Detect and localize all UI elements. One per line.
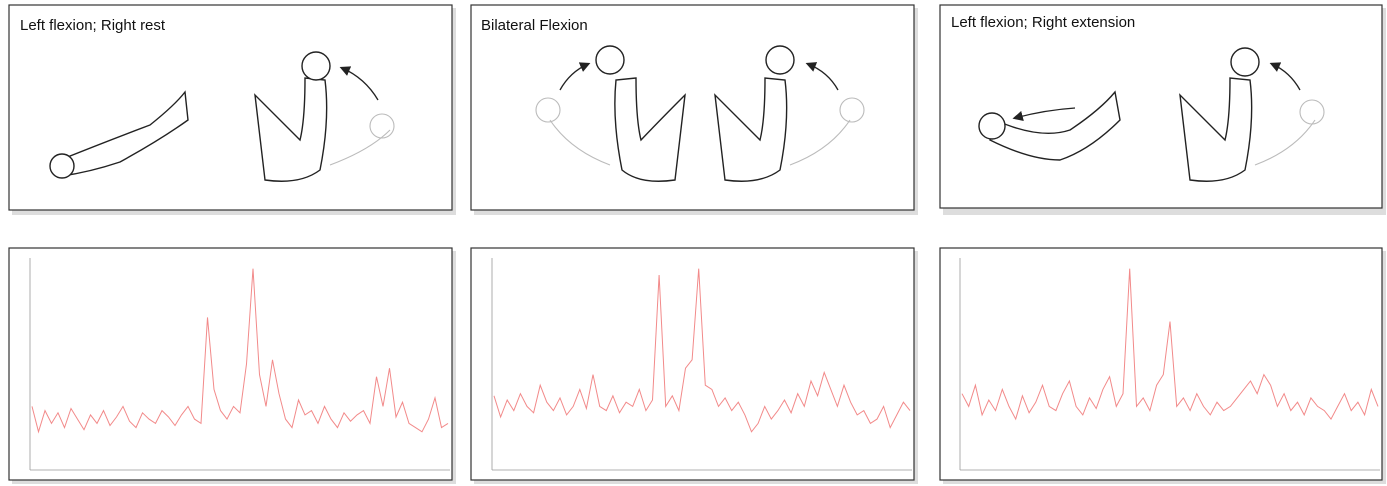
illustration-panel: Left flexion; Right rest: [9, 5, 456, 215]
illustration-panel: Bilateral Flexion: [471, 5, 918, 215]
panel-title: Left flexion; Right rest: [20, 17, 166, 34]
illustration-panel: Left flexion; Right extension: [940, 5, 1386, 215]
figure: Left flexion; Right rest Bilateral Flexi…: [0, 0, 1387, 486]
panel-title: Left flexion; Right extension: [951, 14, 1135, 31]
panel-title: Bilateral Flexion: [481, 17, 588, 34]
